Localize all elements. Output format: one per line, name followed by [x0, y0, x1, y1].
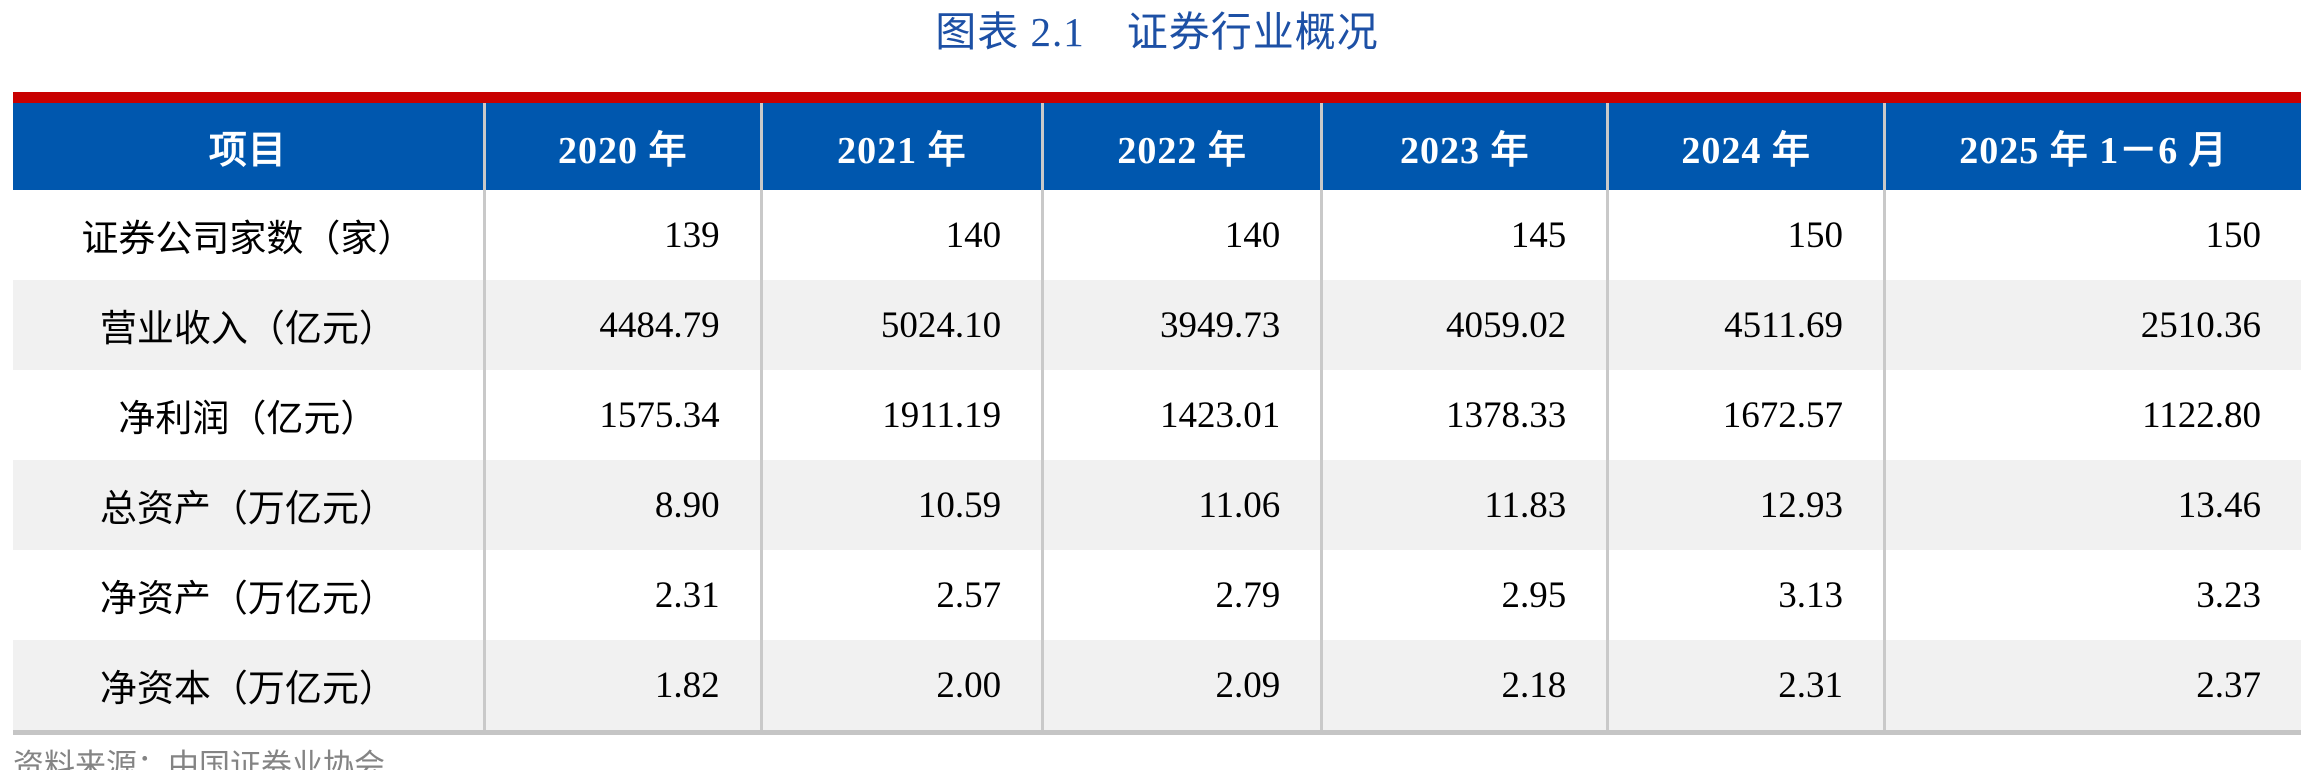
cell-value: 2.00 — [759, 640, 1043, 733]
cell-value: 2.18 — [1320, 640, 1608, 733]
cell-value: 13.46 — [1883, 460, 2301, 550]
cell-value: 3949.73 — [1041, 280, 1322, 370]
table-row-net-capital: 净资本（万亿元） 1.82 2.00 2.09 2.18 2.31 2.37 — [13, 640, 2301, 733]
cell-value: 145 — [1320, 190, 1608, 280]
table-row-company-count: 证券公司家数（家） 139 140 140 145 150 150 — [13, 190, 2301, 280]
cell-value: 2.79 — [1041, 550, 1322, 640]
column-header-item: 项目 — [13, 103, 485, 190]
cell-value: 3.13 — [1606, 550, 1885, 640]
column-header-2025h1: 2025 年 1－6 月 — [1883, 103, 2301, 190]
cell-value: 10.59 — [759, 460, 1043, 550]
cell-value: 1672.57 — [1606, 370, 1885, 460]
cell-value: 4484.79 — [482, 280, 762, 370]
industry-overview-table-container: 项目 2020 年 2021 年 2022 年 2023 年 2024 年 20… — [13, 92, 2301, 735]
cell-value: 1122.80 — [1883, 370, 2301, 460]
cell-value: 139 — [482, 190, 762, 280]
row-label: 营业收入（亿元） — [13, 280, 485, 370]
row-label: 净资产（万亿元） — [13, 550, 485, 640]
column-header-2024: 2024 年 — [1606, 103, 1885, 190]
table-row-total-assets: 总资产（万亿元） 8.90 10.59 11.06 11.83 12.93 13… — [13, 460, 2301, 550]
table-row-net-profit: 净利润（亿元） 1575.34 1911.19 1423.01 1378.33 … — [13, 370, 2301, 460]
cell-value: 1423.01 — [1041, 370, 1322, 460]
cell-value: 12.93 — [1606, 460, 1885, 550]
row-label: 证券公司家数（家） — [13, 190, 485, 280]
figure-title: 图表 2.1 证券行业概况 — [935, 9, 1379, 55]
cell-value: 150 — [1883, 190, 2301, 280]
cell-value: 2.95 — [1320, 550, 1608, 640]
cell-value: 1911.19 — [759, 370, 1043, 460]
cell-value: 2.37 — [1883, 640, 2301, 733]
table-row-net-assets: 净资产（万亿元） 2.31 2.57 2.79 2.95 3.13 3.23 — [13, 550, 2301, 640]
cell-value: 140 — [759, 190, 1043, 280]
cell-value: 1575.34 — [482, 370, 762, 460]
cell-value: 11.83 — [1320, 460, 1608, 550]
cell-value: 140 — [1041, 190, 1322, 280]
row-label: 净资本（万亿元） — [13, 640, 485, 733]
cell-value: 3.23 — [1883, 550, 2301, 640]
cell-value: 11.06 — [1041, 460, 1322, 550]
cell-value: 5024.10 — [759, 280, 1043, 370]
column-header-2021: 2021 年 — [759, 103, 1043, 190]
cell-value: 1378.33 — [1320, 370, 1608, 460]
row-label: 净利润（亿元） — [13, 370, 485, 460]
cell-value: 2.31 — [1606, 640, 1885, 733]
data-source-note: 资料来源：中国证券业协会 — [13, 748, 385, 770]
cell-value: 4059.02 — [1320, 280, 1608, 370]
cell-value: 1.82 — [482, 640, 762, 733]
cell-value: 4511.69 — [1606, 280, 1885, 370]
cell-value: 150 — [1606, 190, 1885, 280]
row-label: 总资产（万亿元） — [13, 460, 485, 550]
cell-value: 2.57 — [759, 550, 1043, 640]
cell-value: 2.31 — [482, 550, 762, 640]
column-header-2023: 2023 年 — [1320, 103, 1608, 190]
cell-value: 2.09 — [1041, 640, 1322, 733]
cell-value: 2510.36 — [1883, 280, 2301, 370]
header-row: 项目 2020 年 2021 年 2022 年 2023 年 2024 年 20… — [13, 103, 2301, 190]
cell-value: 8.90 — [482, 460, 762, 550]
table-top-accent-bar — [13, 92, 2301, 103]
column-header-2022: 2022 年 — [1041, 103, 1322, 190]
table-row-operating-revenue: 营业收入（亿元） 4484.79 5024.10 3949.73 4059.02… — [13, 280, 2301, 370]
column-header-2020: 2020 年 — [482, 103, 762, 190]
industry-overview-table: 项目 2020 年 2021 年 2022 年 2023 年 2024 年 20… — [13, 103, 2301, 735]
